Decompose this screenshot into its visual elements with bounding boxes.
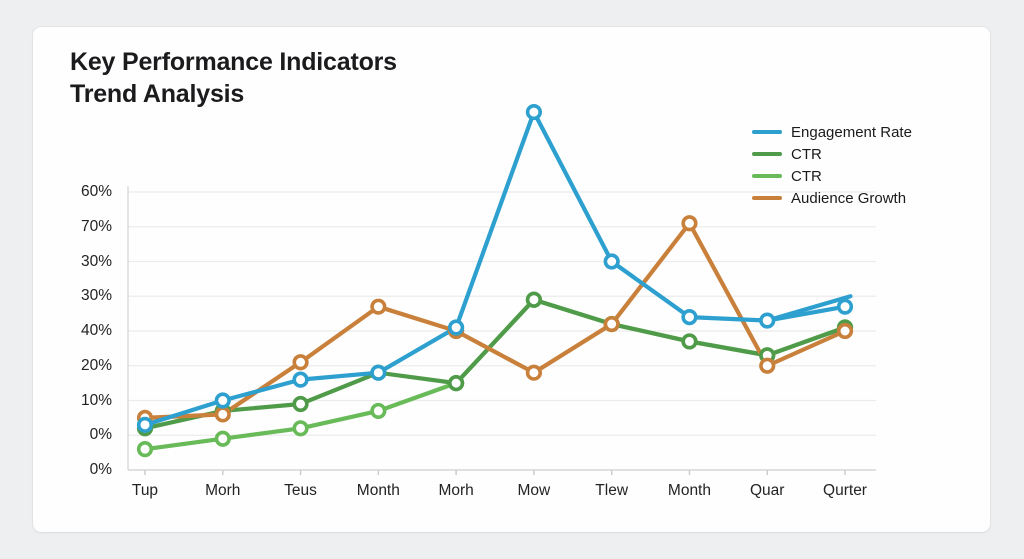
data-point bbox=[448, 375, 465, 392]
chart-card: Key Performance Indicators Trend Analysi… bbox=[33, 27, 990, 532]
data-point bbox=[681, 215, 698, 232]
data-point bbox=[292, 395, 309, 413]
data-point bbox=[525, 291, 543, 308]
legend-item-label: Audience Growth bbox=[791, 189, 907, 207]
legend-item-label: CTR bbox=[791, 167, 822, 185]
data-point bbox=[759, 312, 776, 329]
legend-item: Engagement Rate bbox=[752, 121, 912, 143]
legend-item-label: CTR bbox=[791, 145, 822, 163]
legend-swatch-icon bbox=[752, 151, 782, 157]
legend-swatch-icon bbox=[752, 129, 782, 135]
data-point bbox=[136, 441, 154, 458]
data-point bbox=[448, 319, 465, 336]
series-line-engagement-rate bbox=[142, 109, 848, 427]
data-point bbox=[292, 371, 309, 388]
y-tick-label: 20% bbox=[80, 356, 112, 374]
legend-swatch-icon bbox=[752, 173, 782, 179]
data-point bbox=[292, 420, 309, 437]
data-point bbox=[759, 357, 776, 374]
y-tick-label: 0% bbox=[89, 461, 112, 478]
data-point bbox=[603, 315, 620, 333]
data-point bbox=[525, 103, 543, 121]
x-tick-label: Mow bbox=[517, 482, 551, 499]
data-point bbox=[525, 364, 543, 381]
y-tick-label: 70% bbox=[80, 217, 112, 235]
data-point bbox=[370, 402, 387, 420]
y-tick-label: 30% bbox=[80, 287, 112, 305]
data-point bbox=[214, 406, 231, 423]
legend-item-label: Engagement Rate bbox=[791, 123, 912, 141]
x-tick-label: Tlew bbox=[595, 482, 629, 499]
data-point bbox=[214, 430, 231, 447]
series-line-ctr bbox=[142, 297, 848, 431]
data-point bbox=[136, 416, 154, 433]
x-tick-label: Quar bbox=[750, 482, 785, 499]
data-point bbox=[292, 354, 309, 371]
x-tick-label: Morh bbox=[205, 482, 241, 499]
x-tick-label: Month bbox=[356, 482, 400, 499]
data-point bbox=[681, 333, 698, 350]
series-line-artifact bbox=[765, 294, 853, 323]
y-tick-label: 10% bbox=[80, 391, 112, 409]
series-line-ctr bbox=[142, 297, 848, 452]
y-tick-label: 0% bbox=[89, 426, 112, 444]
legend-item: Audience Growth bbox=[752, 187, 912, 209]
data-point bbox=[214, 392, 231, 409]
legend-swatch-icon bbox=[752, 195, 782, 201]
chart-title: Key Performance Indicators Trend Analysi… bbox=[70, 48, 397, 108]
y-tick-label: 60% bbox=[80, 183, 112, 200]
data-point bbox=[603, 253, 620, 270]
legend: Engagement Rate CTR CTR Audience Growth bbox=[752, 121, 912, 209]
x-tick-label: Teus bbox=[284, 482, 317, 499]
x-tick-label: Qurter bbox=[823, 482, 867, 499]
x-tick-label: Morh bbox=[438, 482, 474, 499]
data-point bbox=[370, 364, 387, 381]
y-tick-label: 30% bbox=[80, 252, 112, 270]
y-tick-label: 40% bbox=[80, 322, 112, 339]
x-tick-label: Month bbox=[667, 482, 711, 499]
x-tick-label: Tup bbox=[131, 482, 159, 499]
data-point bbox=[836, 322, 854, 340]
legend-item: CTR bbox=[752, 165, 912, 187]
data-point bbox=[681, 309, 698, 326]
legend-item: CTR bbox=[752, 143, 912, 165]
data-point bbox=[836, 298, 854, 315]
data-point bbox=[370, 298, 387, 315]
